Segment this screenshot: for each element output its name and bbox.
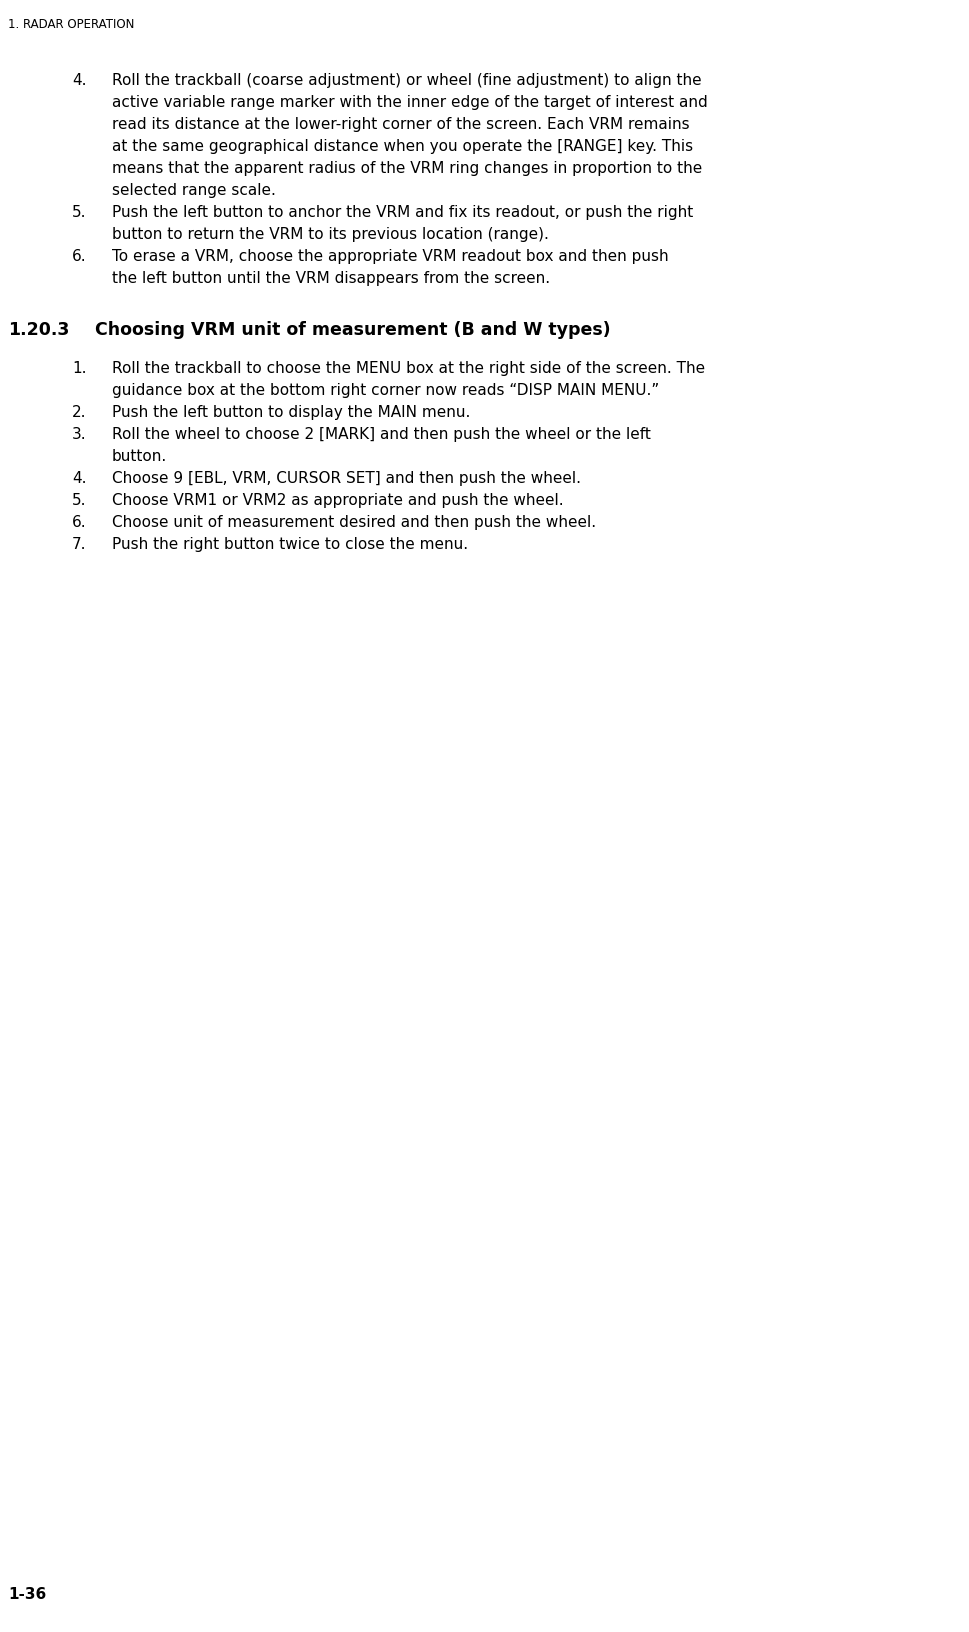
- Text: Push the left button to display the MAIN menu.: Push the left button to display the MAIN…: [111, 405, 470, 419]
- Text: Choose 9 [EBL, VRM, CURSOR SET] and then push the wheel.: Choose 9 [EBL, VRM, CURSOR SET] and then…: [111, 472, 580, 486]
- Text: Push the right button twice to close the menu.: Push the right button twice to close the…: [111, 537, 468, 552]
- Text: button.: button.: [111, 449, 167, 463]
- Text: Choosing VRM unit of measurement (B and W types): Choosing VRM unit of measurement (B and …: [95, 322, 610, 339]
- Text: 3.: 3.: [72, 428, 86, 442]
- Text: 1.20.3: 1.20.3: [8, 322, 70, 339]
- Text: 6.: 6.: [72, 516, 86, 530]
- Text: button to return the VRM to its previous location (range).: button to return the VRM to its previous…: [111, 227, 548, 242]
- Text: 1. RADAR OPERATION: 1. RADAR OPERATION: [8, 18, 135, 31]
- Text: 5.: 5.: [72, 206, 86, 220]
- Text: 1.: 1.: [72, 361, 86, 375]
- Text: 7.: 7.: [72, 537, 86, 552]
- Text: at the same geographical distance when you operate the [RANGE] key. This: at the same geographical distance when y…: [111, 139, 693, 153]
- Text: Choose VRM1 or VRM2 as appropriate and push the wheel.: Choose VRM1 or VRM2 as appropriate and p…: [111, 493, 563, 508]
- Text: means that the apparent radius of the VRM ring changes in proportion to the: means that the apparent radius of the VR…: [111, 162, 702, 176]
- Text: read its distance at the lower-right corner of the screen. Each VRM remains: read its distance at the lower-right cor…: [111, 118, 689, 132]
- Text: Roll the trackball (coarse adjustment) or wheel (fine adjustment) to align the: Roll the trackball (coarse adjustment) o…: [111, 73, 701, 88]
- Text: guidance box at the bottom right corner now reads “DISP MAIN MENU.”: guidance box at the bottom right corner …: [111, 384, 659, 398]
- Text: Choose unit of measurement desired and then push the wheel.: Choose unit of measurement desired and t…: [111, 516, 596, 530]
- Text: active variable range marker with the inner edge of the target of interest and: active variable range marker with the in…: [111, 95, 707, 109]
- Text: selected range scale.: selected range scale.: [111, 183, 275, 197]
- Text: 2.: 2.: [72, 405, 86, 419]
- Text: 4.: 4.: [72, 472, 86, 486]
- Text: the left button until the VRM disappears from the screen.: the left button until the VRM disappears…: [111, 271, 549, 286]
- Text: 1-36: 1-36: [8, 1586, 47, 1603]
- Text: To erase a VRM, choose the appropriate VRM readout box and then push: To erase a VRM, choose the appropriate V…: [111, 250, 668, 264]
- Text: 4.: 4.: [72, 73, 86, 88]
- Text: 6.: 6.: [72, 250, 86, 264]
- Text: Roll the trackball to choose the MENU box at the right side of the screen. The: Roll the trackball to choose the MENU bo…: [111, 361, 704, 375]
- Text: Roll the wheel to choose 2 [MARK] and then push the wheel or the left: Roll the wheel to choose 2 [MARK] and th…: [111, 428, 650, 442]
- Text: Push the left button to anchor the VRM and fix its readout, or push the right: Push the left button to anchor the VRM a…: [111, 206, 693, 220]
- Text: 5.: 5.: [72, 493, 86, 508]
